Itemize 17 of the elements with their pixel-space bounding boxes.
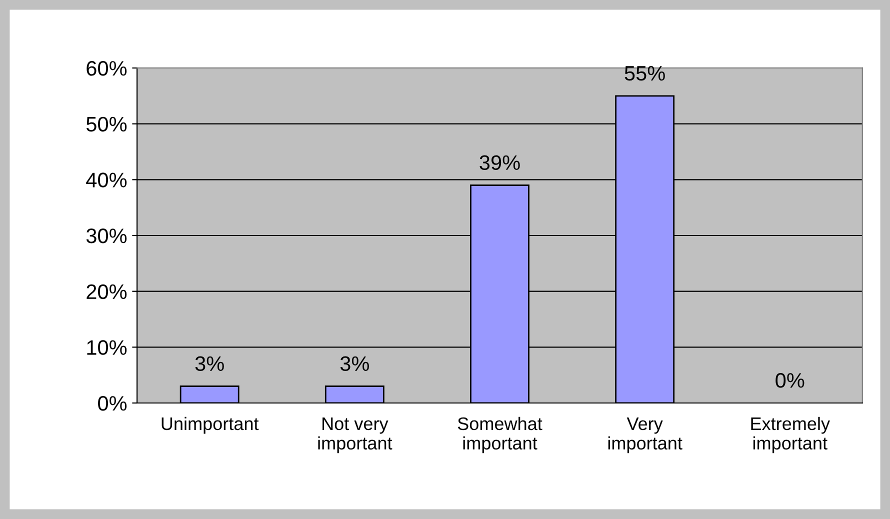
x-tick-label: Somewhat important — [458, 416, 542, 454]
x-tick-label: Extremely important — [751, 416, 830, 454]
y-tick-label: 0% — [98, 396, 127, 411]
y-tick-label: 10% — [87, 340, 127, 355]
y-tick-label: 60% — [86, 60, 127, 76]
y-tick-label: 50% — [86, 116, 127, 132]
data-label: 3% — [340, 356, 369, 372]
data-label: 0% — [776, 373, 804, 388]
y-tick-label: 40% — [86, 172, 127, 188]
data-label: 55% — [624, 66, 665, 81]
data-label: 39% — [480, 155, 520, 170]
y-tick-label: 30% — [86, 228, 127, 244]
x-tick-label: Very important — [608, 418, 682, 454]
data-label: 3% — [195, 356, 224, 372]
x-tick-label: Unimportant — [162, 416, 259, 434]
y-tick-label: 20% — [86, 284, 127, 300]
x-tick-label: Not very important — [318, 418, 392, 454]
